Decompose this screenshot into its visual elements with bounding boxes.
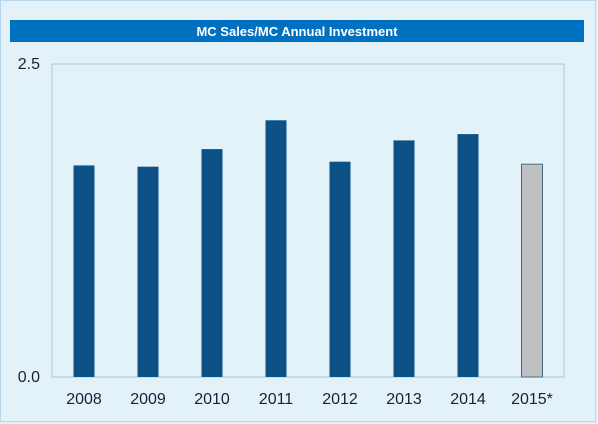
y-tick-label: 2.5 [18,56,40,73]
x-tick-label: 2009 [130,391,166,408]
bar-2009 [137,166,159,377]
bar-2013 [393,140,415,377]
x-tick-label: 2010 [194,391,230,408]
chart-title: MC Sales/MC Annual Investment [10,20,584,42]
y-tick-label: 0.0 [18,369,40,386]
bar-2011 [265,120,287,378]
x-tick-label: 2011 [259,391,294,408]
x-tick-label: 2013 [386,391,422,408]
bar-2015-projected [521,163,543,378]
x-tick-label: 2008 [66,391,102,408]
x-tick-labels: 2008 2009 2010 2011 2012 2013 2014 2015* [66,391,553,408]
bars-group [73,120,543,378]
plot-area [51,63,565,378]
x-tick-label: 2012 [322,391,358,408]
bar-2014 [457,134,479,377]
bar-2008 [73,165,95,377]
y-tick-labels: 0.0 2.5 [18,56,40,386]
bar-2010 [201,149,223,377]
x-tick-label: 2014 [450,391,486,408]
x-tick-label: 2015* [511,391,553,408]
bar-2012 [329,161,351,377]
